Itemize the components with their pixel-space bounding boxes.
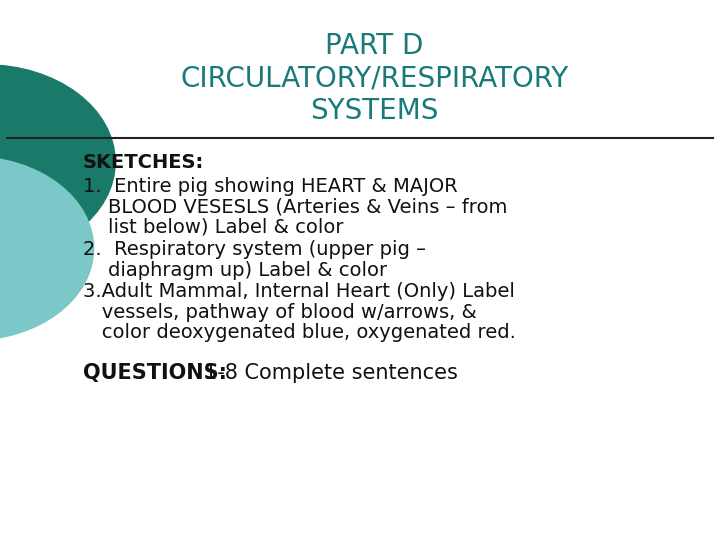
Text: BLOOD VESESLS (Arteries & Veins – from: BLOOD VESESLS (Arteries & Veins – from (83, 197, 507, 217)
Text: color deoxygenated blue, oxygenated red.: color deoxygenated blue, oxygenated red. (83, 323, 516, 342)
Text: 2.  Respiratory system (upper pig –: 2. Respiratory system (upper pig – (83, 240, 426, 259)
Text: diaphragm up) Label & color: diaphragm up) Label & color (83, 260, 387, 280)
Text: PART D: PART D (325, 32, 423, 60)
Text: 3.Adult Mammal, Internal Heart (Only) Label: 3.Adult Mammal, Internal Heart (Only) La… (83, 282, 515, 301)
Text: QUESTIONS:: QUESTIONS: (83, 362, 227, 383)
Circle shape (0, 65, 115, 259)
Text: 1.  Entire pig showing HEART & MAJOR: 1. Entire pig showing HEART & MAJOR (83, 177, 457, 196)
Text: SKETCHES:: SKETCHES: (83, 152, 204, 172)
Circle shape (0, 157, 94, 340)
Text: vessels, pathway of blood w/arrows, &: vessels, pathway of blood w/arrows, & (83, 302, 477, 322)
Text: 1-8 Complete sentences: 1-8 Complete sentences (204, 362, 458, 383)
Text: list below) Label & color: list below) Label & color (83, 218, 343, 237)
Text: SYSTEMS: SYSTEMS (310, 97, 438, 125)
Text: CIRCULATORY/RESPIRATORY: CIRCULATORY/RESPIRATORY (180, 64, 569, 92)
